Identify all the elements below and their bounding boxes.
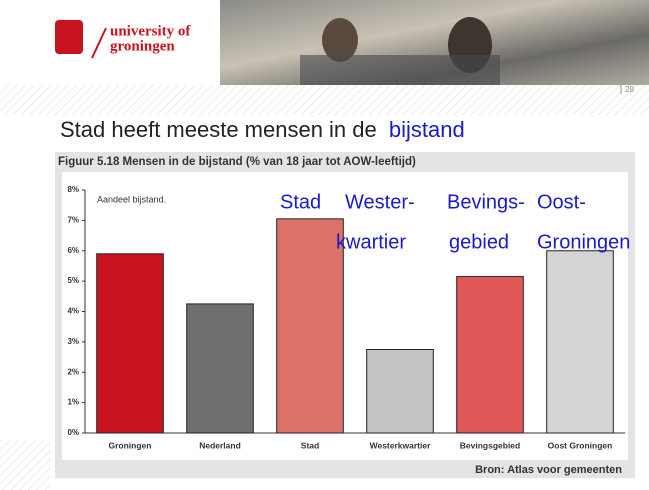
x-tick-label: Groningen bbox=[109, 440, 152, 450]
x-tick-label: Westerkwartier bbox=[370, 440, 431, 450]
y-tick-label: 6% bbox=[67, 246, 79, 255]
y-tick-label: 0% bbox=[67, 428, 79, 437]
annotation: Wester- bbox=[345, 191, 415, 213]
slide-title-highlight: bijstand bbox=[389, 117, 465, 142]
y-tick-label: 3% bbox=[67, 337, 79, 346]
bar bbox=[546, 250, 614, 434]
y-tick-label: 7% bbox=[67, 215, 79, 224]
logo-shield bbox=[55, 20, 83, 54]
photo-detail bbox=[300, 55, 500, 85]
source: Bron: Atlas voor gemeenten bbox=[475, 464, 622, 476]
logo-text: groningen bbox=[110, 38, 175, 54]
plot: 0% 1% 2% 3% 4% 5% 6% 7% 8% Groningen Nederland Stad… bbox=[67, 185, 630, 450]
y-tick-label: 4% bbox=[67, 307, 79, 316]
x-tick-label: Stad bbox=[301, 440, 319, 450]
hatch-corner bbox=[0, 440, 50, 490]
chart-title: Figuur 5.18 Mensen in de bijstand (% van… bbox=[58, 156, 416, 168]
annotation: Groningen bbox=[537, 231, 630, 253]
photo-person bbox=[322, 18, 358, 62]
bar bbox=[456, 276, 524, 434]
y-tick-label: 2% bbox=[67, 367, 79, 376]
hatch-band bbox=[0, 85, 649, 115]
bar bbox=[96, 253, 164, 434]
bar bbox=[276, 218, 344, 434]
y-tick-label: 8% bbox=[67, 185, 79, 194]
page-number: 29 bbox=[625, 85, 634, 94]
bar bbox=[186, 303, 254, 434]
x-tick-label: Oost Groningen bbox=[548, 440, 613, 450]
logo: university of groningen bbox=[55, 20, 191, 59]
annotation: kwartier bbox=[336, 231, 406, 253]
y-axis-label: Aandeel bijstand. bbox=[97, 194, 166, 204]
annotation: Oost- bbox=[537, 191, 586, 213]
logo-text: university of bbox=[110, 23, 191, 39]
x-tick-label: Bevingsgebied bbox=[460, 440, 520, 450]
bar bbox=[366, 348, 434, 434]
annotation: Stad bbox=[280, 191, 321, 213]
slide-title: Stad heeft meeste mensen in de bijstand bbox=[60, 117, 465, 142]
slide-title-text: Stad heeft meeste mensen in de bbox=[60, 117, 377, 142]
annotation: gebied bbox=[449, 231, 509, 253]
y-tick-label: 5% bbox=[67, 276, 79, 285]
logo-slash bbox=[91, 27, 107, 59]
y-tick-label: 1% bbox=[67, 398, 79, 407]
annotation: Bevings- bbox=[447, 191, 525, 213]
x-tick-label: Nederland bbox=[199, 440, 241, 450]
